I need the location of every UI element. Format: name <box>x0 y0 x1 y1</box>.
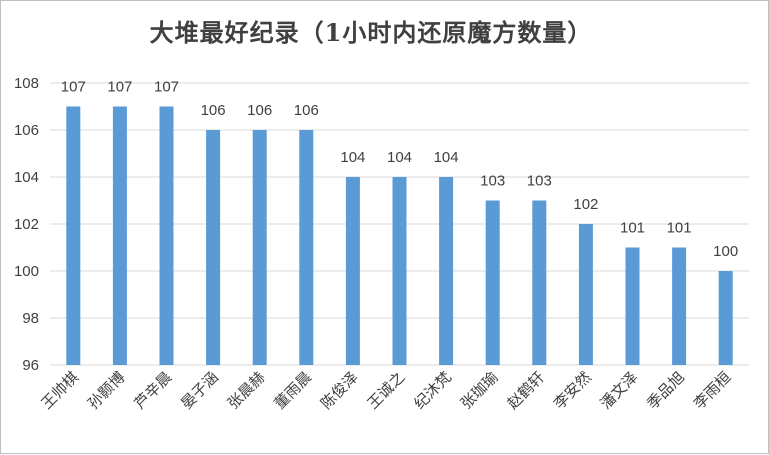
data-label: 107 <box>107 79 132 96</box>
bar <box>532 200 547 365</box>
data-label: 104 <box>434 149 459 166</box>
data-label: 106 <box>294 102 319 119</box>
y-tick-label: 96 <box>22 357 39 374</box>
category-label: 董雨晨 <box>271 368 316 413</box>
data-label: 106 <box>201 102 226 119</box>
data-label: 104 <box>387 149 412 166</box>
category-label: 李安然 <box>550 368 595 413</box>
category-label: 季品旭 <box>643 368 688 413</box>
category-label: 张晨赫 <box>224 368 269 413</box>
bar <box>718 271 733 365</box>
y-tick-label: 104 <box>14 169 39 186</box>
category-label: 赵鹤轩 <box>504 368 549 413</box>
category-label: 王诚之 <box>364 368 409 413</box>
category-label: 孙颢博 <box>84 368 129 413</box>
data-label: 106 <box>247 102 272 119</box>
bar <box>439 177 454 365</box>
category-label: 陈俊泽 <box>317 368 362 413</box>
bar <box>299 130 314 365</box>
y-tick-label: 98 <box>22 310 39 327</box>
data-label: 101 <box>620 220 645 237</box>
data-label: 103 <box>480 173 505 190</box>
bar <box>159 106 174 365</box>
bar <box>252 130 267 365</box>
category-label: 芦辛晨 <box>131 368 176 413</box>
data-label: 101 <box>667 220 692 237</box>
y-tick-label: 102 <box>14 216 39 233</box>
bar <box>625 247 640 365</box>
data-label: 107 <box>154 79 179 96</box>
category-label: 潘文泽 <box>597 368 642 413</box>
data-label: 103 <box>527 173 552 190</box>
bar <box>112 106 127 365</box>
data-label: 104 <box>340 149 365 166</box>
bar <box>392 177 407 365</box>
data-label: 102 <box>573 196 598 213</box>
category-label: 王帅棋 <box>38 368 83 413</box>
bar <box>578 224 593 365</box>
category-label: 纪沐梵 <box>410 368 455 413</box>
bar <box>485 200 500 365</box>
data-label: 107 <box>61 79 86 96</box>
category-label: 李雨桓 <box>690 368 735 413</box>
y-tick-label: 108 <box>14 75 39 92</box>
bar <box>672 247 687 365</box>
bar <box>66 106 81 365</box>
bar <box>206 130 221 365</box>
chart-title: 大堆最好纪录（1小时内还原魔方数量） <box>149 18 593 47</box>
category-label: 晏子涵 <box>177 368 222 413</box>
bar <box>345 177 360 365</box>
category-label: 张珈瑜 <box>457 368 502 413</box>
y-tick-label: 100 <box>14 263 39 280</box>
data-label: 100 <box>713 243 738 260</box>
y-tick-label: 106 <box>14 122 39 139</box>
